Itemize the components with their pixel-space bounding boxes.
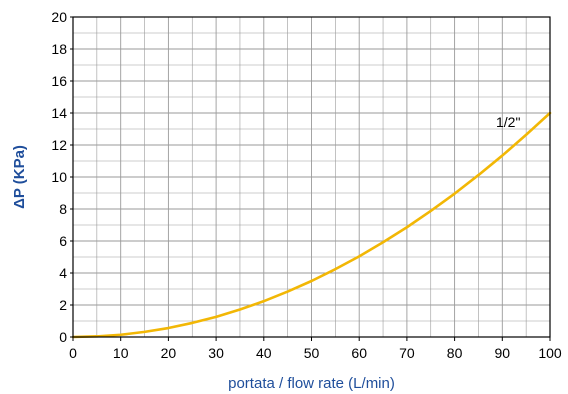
x-tick-label: 20 bbox=[161, 345, 177, 361]
series-line bbox=[71, 111, 552, 339]
x-tick-label: 10 bbox=[113, 345, 129, 361]
x-tick-label: 60 bbox=[351, 345, 367, 361]
x-tick-labels: 0 10 20 30 40 50 60 70 80 90 100 bbox=[69, 337, 562, 361]
x-tick-label: 50 bbox=[304, 345, 320, 361]
y-tick-label: 2 bbox=[59, 297, 67, 313]
x-tick-label: 30 bbox=[208, 345, 224, 361]
grid-major bbox=[73, 17, 550, 337]
y-tick-label: 6 bbox=[59, 233, 67, 249]
x-tick-label: 100 bbox=[538, 345, 562, 361]
y-tick-labels: 0 2 4 6 8 10 12 14 16 18 20 bbox=[51, 9, 73, 345]
y-tick-label: 18 bbox=[51, 41, 67, 57]
x-tick-label: 0 bbox=[69, 345, 77, 361]
x-axis-title: portata / flow rate (L/min) bbox=[228, 375, 395, 392]
y-tick-label: 14 bbox=[51, 105, 67, 121]
y-tick-label: 20 bbox=[51, 9, 67, 25]
x-tick-label: 40 bbox=[256, 345, 272, 361]
y-tick-label: 8 bbox=[59, 201, 67, 217]
y-tick-label: 10 bbox=[51, 169, 67, 185]
y-tick-label: 0 bbox=[59, 329, 67, 345]
x-tick-label: 80 bbox=[447, 345, 463, 361]
y-axis-title: ΔP (KPa) bbox=[11, 145, 28, 209]
x-tick-label: 70 bbox=[399, 345, 415, 361]
y-tick-label: 12 bbox=[51, 137, 67, 153]
series-label: 1/2" bbox=[496, 114, 520, 130]
x-tick-label: 90 bbox=[495, 345, 511, 361]
y-tick-label: 4 bbox=[59, 265, 67, 281]
y-tick-label: 16 bbox=[51, 73, 67, 89]
series-layer: 1/2" bbox=[71, 111, 552, 339]
